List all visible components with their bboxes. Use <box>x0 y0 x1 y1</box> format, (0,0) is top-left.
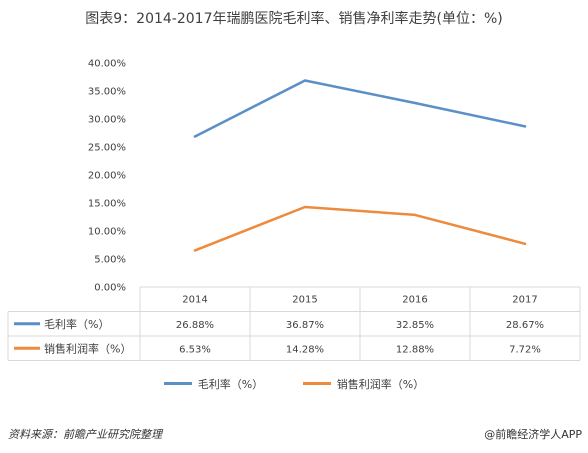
data-point <box>413 213 417 217</box>
y-tick-label: 10.00% <box>88 227 126 238</box>
data-label: 28.67% <box>506 320 544 331</box>
data-point <box>303 205 307 209</box>
category-label: 2017 <box>512 295 537 306</box>
data-label: 36.87% <box>286 320 324 331</box>
legend-swatch-gross <box>163 382 192 385</box>
series-line <box>193 205 527 252</box>
data-label: 26.88% <box>176 320 214 331</box>
data-label: 32.85% <box>396 320 434 331</box>
category-label: 2016 <box>402 295 427 306</box>
y-tick-label: 5.00% <box>94 255 126 266</box>
table-series-name: 销售利润率（%） <box>44 341 131 355</box>
legend-item-gross: 毛利率（%） <box>163 376 264 392</box>
legend-item-net: 销售利润率（%） <box>302 376 425 392</box>
series-line <box>193 79 527 138</box>
chart-legend: 毛利率（%） 销售利润率（%） <box>0 375 588 392</box>
y-tick-label: 35.00% <box>88 87 126 98</box>
category-label: 2015 <box>292 295 317 306</box>
data-point <box>193 135 197 138</box>
data-point <box>523 242 527 245</box>
y-tick-label: 25.00% <box>88 143 126 154</box>
legend-label-net: 销售利润率（%） <box>336 377 425 391</box>
source-note: 资料来源：前瞻产业研究院整理 <box>8 428 162 441</box>
y-tick-label: 30.00% <box>88 115 126 126</box>
data-label: 7.72% <box>509 344 541 355</box>
data-point <box>193 249 197 252</box>
y-tick-label: 20.00% <box>88 171 126 182</box>
table-series-name: 毛利率（%） <box>44 317 109 331</box>
chart-title: 图表9：2014-2017年瑞鹏医院毛利率、销售净利率走势(单位：%) <box>85 11 503 27</box>
data-label: 6.53% <box>179 344 211 355</box>
y-tick-label: 0.00% <box>94 283 126 294</box>
legend-label-gross: 毛利率（%） <box>197 377 264 391</box>
y-tick-label: 40.00% <box>88 59 126 70</box>
data-label: 12.88% <box>396 344 434 355</box>
category-label: 2014 <box>182 295 207 306</box>
legend-swatch-net <box>302 382 331 385</box>
data-point <box>303 79 307 82</box>
brand-label: @前瞻经济学人APP <box>484 428 582 441</box>
data-point <box>523 125 527 128</box>
data-point <box>413 101 417 105</box>
y-tick-label: 15.00% <box>88 199 126 210</box>
data-label: 14.28% <box>286 344 324 355</box>
